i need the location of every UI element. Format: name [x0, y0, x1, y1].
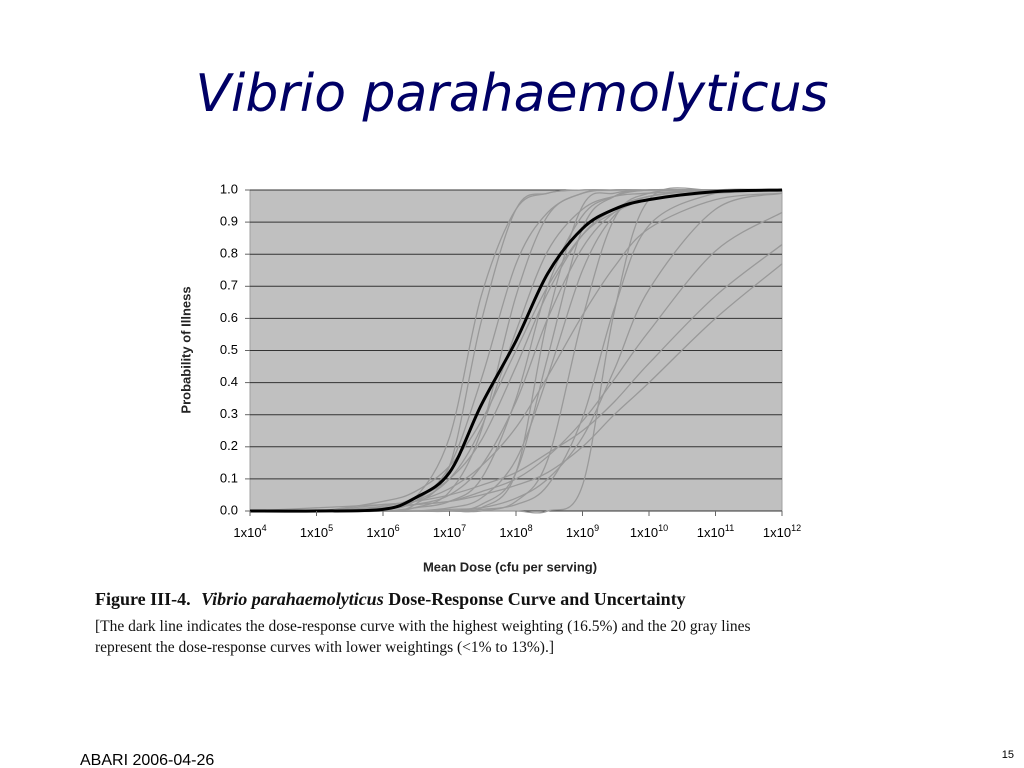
- x-tick-base: 1x10: [300, 525, 328, 540]
- x-tick-label: 1x108: [499, 523, 532, 540]
- x-tick-label: 1x1012: [763, 523, 801, 540]
- x-tick-base: 1x10: [763, 525, 791, 540]
- x-tick-exponent: 10: [658, 523, 668, 533]
- y-tick-label: 0.7: [220, 278, 238, 293]
- figure-title-rest: Dose-Response Curve and Uncertainty: [388, 589, 685, 609]
- y-tick-label: 1.0: [220, 181, 238, 196]
- figure-label: Figure III-4.: [95, 589, 191, 609]
- x-tick-exponent: 6: [395, 523, 400, 533]
- x-tick-label: 1x104: [233, 523, 266, 540]
- page-number: 15: [1002, 749, 1014, 761]
- x-tick-exponent: 8: [528, 523, 533, 533]
- caption-line: [The dark line indicates the dose-respon…: [95, 618, 751, 635]
- x-tick-base: 1x10: [433, 525, 461, 540]
- x-tick-base: 1x10: [697, 525, 725, 540]
- caption-line: represent the dose-response curves with …: [95, 639, 554, 656]
- dose-response-curve: [249, 188, 783, 513]
- x-tick-exponent: 7: [461, 523, 466, 533]
- x-tick-label: 1x107: [433, 523, 466, 540]
- x-tick-exponent: 4: [262, 523, 267, 533]
- x-tick-base: 1x10: [233, 525, 261, 540]
- x-tick-exponent: 11: [725, 523, 734, 533]
- y-tick-label: 0.3: [220, 406, 238, 421]
- x-tick-base: 1x10: [630, 525, 658, 540]
- y-axis-label: Probability of Illness: [178, 286, 193, 413]
- figure-caption-title: Figure III-4. Vibrio parahaemolyticus Do…: [95, 589, 686, 609]
- figure-italic: Vibrio parahaemolyticus: [201, 589, 384, 609]
- y-tick-label: 0.1: [220, 470, 238, 485]
- x-tick-exponent: 9: [594, 523, 599, 533]
- x-tick-base: 1x10: [366, 525, 394, 540]
- x-tick-base: 1x10: [499, 525, 527, 540]
- slide-title: Vibrio parahaemolyticus: [195, 64, 828, 124]
- x-tick-exponent: 5: [328, 523, 333, 533]
- footer: ABARI 2006-04-26: [80, 752, 214, 768]
- dose-response-curve: [249, 263, 783, 512]
- x-axis-label: Mean Dose (cfu per serving): [423, 559, 597, 574]
- y-tick-label: 0.6: [220, 310, 238, 325]
- x-tick-label: 1x106: [366, 523, 399, 540]
- x-tick-base: 1x10: [566, 525, 594, 540]
- x-tick-label: 1x105: [300, 523, 333, 540]
- y-tick-label: 0.0: [220, 502, 238, 517]
- x-tick-label: 1x1011: [697, 523, 735, 540]
- y-tick-label: 0.9: [220, 214, 238, 229]
- y-tick-label: 0.5: [220, 342, 238, 357]
- x-tick-label: 1x1010: [630, 523, 668, 540]
- y-tick-label: 0.2: [220, 438, 238, 453]
- x-tick-exponent: 12: [791, 523, 801, 533]
- y-tick-label: 0.4: [220, 374, 238, 389]
- x-tick-label: 1x109: [566, 523, 599, 540]
- y-tick-label: 0.8: [220, 246, 238, 261]
